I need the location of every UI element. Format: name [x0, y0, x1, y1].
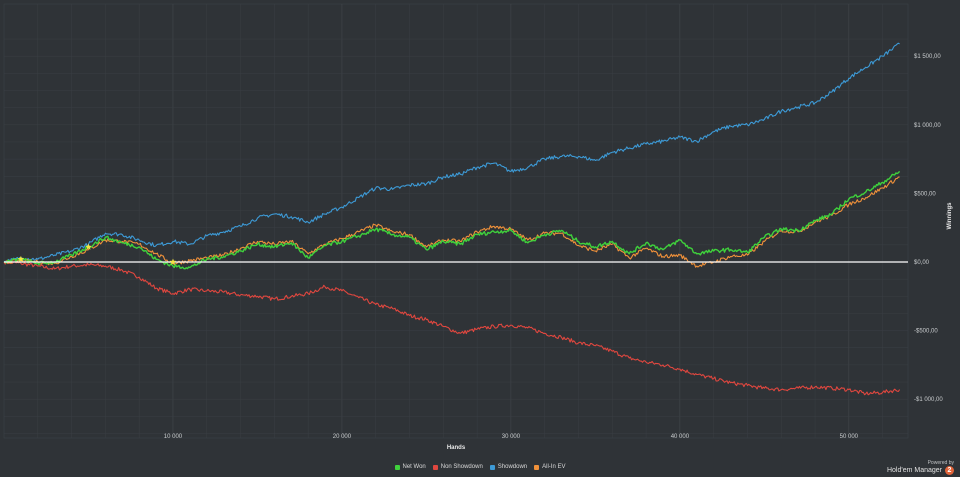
- grid-lines: [3, 3, 909, 439]
- x-tick-label: 10 000: [164, 434, 183, 440]
- y-axis-title: Winnings: [947, 202, 953, 230]
- y-tick-label: $1 000,00: [914, 123, 941, 129]
- legend-swatch: [489, 464, 495, 470]
- legend-swatch: [534, 464, 540, 470]
- legend-label: All-In EV: [542, 464, 566, 470]
- legend-item-showdown[interactable]: Showdown: [489, 464, 528, 470]
- legend-item-all-in-ev[interactable]: All-In EV: [534, 464, 565, 470]
- y-tick-label: -$1 000,00: [914, 397, 943, 403]
- x-tick-label: 30 000: [502, 434, 521, 440]
- x-axis-title: Hands: [447, 445, 466, 451]
- series-line-showdown: [3, 42, 900, 264]
- y-tick-label: $1 500,00: [914, 54, 941, 60]
- legend-swatch: [432, 464, 438, 470]
- legend-label: Non Showdown: [440, 464, 483, 470]
- x-tick-label: 20 000: [333, 434, 352, 440]
- brand-name-text: Hold'em Manager: [886, 466, 942, 474]
- y-tick-labels: $1 500,00 $1 000,00 $500,00 $0,00 -$500,00 -$…: [914, 54, 943, 403]
- chart-legend: Net Won Non Showdown Showdown All-In EV: [0, 464, 960, 470]
- legend-swatch: [394, 464, 400, 470]
- brand-watermark: Powered by Hold'em Manager 2: [887, 460, 954, 475]
- all-in-star-icon: [169, 258, 177, 265]
- all-in-star-icon: [17, 255, 25, 262]
- series-line-all-in-ev: [3, 176, 900, 268]
- brand-name: Hold'em Manager 2: [887, 466, 954, 475]
- series-line-non-showdown: [3, 260, 901, 396]
- legend-item-net-won[interactable]: Net Won: [394, 464, 426, 470]
- series-lines: [3, 42, 908, 396]
- all-in-markers: [17, 243, 177, 265]
- legend-label: Net Won: [402, 464, 426, 470]
- plot-frame: [3, 3, 909, 439]
- brand-logo-icon: 2: [945, 466, 954, 475]
- y-tick-label: -$500,00: [914, 329, 938, 335]
- powered-by-label: Powered by: [927, 460, 954, 466]
- all-in-star-icon: [85, 243, 92, 250]
- series-line-net-won: [3, 170, 901, 270]
- legend-label: Showdown: [497, 464, 528, 470]
- x-tick-label: 50 000: [840, 434, 859, 440]
- y-tick-label: $500,00: [914, 191, 936, 197]
- legend-item-non-showdown[interactable]: Non Showdown: [432, 464, 483, 470]
- y-tick-label: $0,00: [914, 260, 930, 266]
- x-tick-labels: 10 000 20 000 30 000 40 000 50 000: [164, 434, 859, 440]
- x-tick-label: 40 000: [671, 434, 690, 440]
